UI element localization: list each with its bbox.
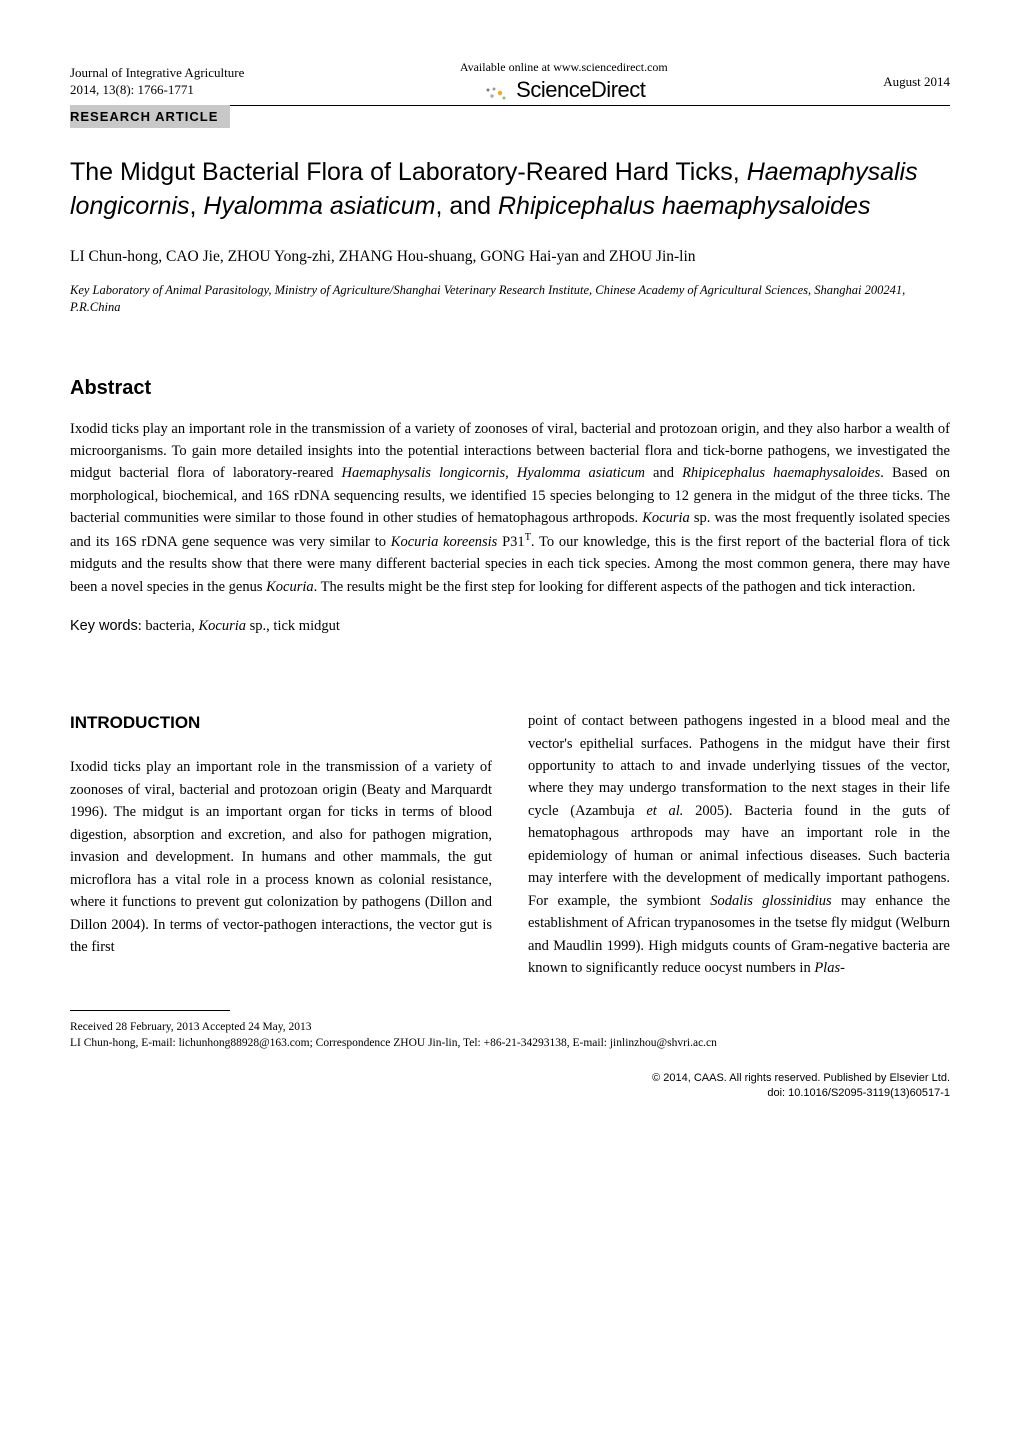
header-date: August 2014 — [883, 74, 950, 90]
copyright-block: © 2014, CAAS. All rights reserved. Publi… — [70, 1071, 950, 1101]
available-text: Available online at www.sciencedirect.co… — [244, 60, 883, 75]
intro-italic: et al. — [646, 803, 683, 819]
research-article-label: RESEARCH ARTICLE — [70, 105, 230, 128]
journal-name: Journal of Integrative Agriculture — [70, 65, 244, 82]
abstract-italic: Kocuria koreensis — [391, 534, 498, 550]
introduction-heading: INTRODUCTION — [70, 710, 492, 736]
keywords-label: Key words — [70, 618, 138, 634]
intro-paragraph-col1: Ixodid ticks play an important role in t… — [70, 756, 492, 958]
footnotes: Received 28 February, 2013 Accepted 24 M… — [70, 1019, 950, 1051]
abstract-text: P31 — [497, 534, 524, 550]
title-species: Hyalomma asiaticum — [203, 192, 435, 220]
title-part: , and — [435, 192, 498, 220]
abstract-italic: Haemaphysalis longicornis — [342, 465, 506, 481]
abstract-text: and — [645, 465, 682, 481]
journal-issue: 2014, 13(8): 1766-1771 — [70, 82, 244, 99]
keywords-text: bacteria, — [145, 618, 198, 634]
sciencedirect-text: ScienceDirect — [516, 77, 645, 102]
abstract-text: , — [505, 465, 517, 481]
journal-info: Journal of Integrative Agriculture 2014,… — [70, 65, 244, 99]
abstract-italic: Kocuria — [642, 510, 690, 526]
keywords-italic: Kocuria — [199, 618, 247, 634]
intro-italic: Plas- — [814, 960, 845, 976]
abstract-italic: Hyalomma asiaticum — [517, 465, 645, 481]
sciencedirect-block: Available online at www.sciencedirect.co… — [244, 60, 883, 103]
title-part: , — [190, 192, 204, 220]
affiliation: Key Laboratory of Animal Parasitology, M… — [70, 282, 950, 317]
abstract-italic: Kocuria — [266, 579, 314, 595]
correspondence-line: LI Chun-hong, E-mail: lichunhong88928@16… — [70, 1035, 950, 1051]
sciencedirect-icon — [482, 82, 512, 100]
copyright-line: © 2014, CAAS. All rights reserved. Publi… — [70, 1071, 950, 1086]
title-species: Rhipicephalus haemaphysaloides — [498, 192, 870, 220]
abstract-italic: Rhipicephalus haemaphysaloides — [682, 465, 880, 481]
title-part: The Midgut Bacterial Flora of Laboratory… — [70, 158, 747, 186]
sciencedirect-logo: ScienceDirect — [244, 77, 883, 103]
doi-line: doi: 10.1016/S2095-3119(13)60517-1 — [70, 1086, 950, 1101]
abstract-heading: Abstract — [70, 377, 950, 400]
keywords-text: sp., tick midgut — [246, 618, 340, 634]
abstract-text: . The results might be the first step fo… — [314, 579, 916, 595]
footnote-rule — [70, 1010, 230, 1011]
abstract-paragraph: Ixodid ticks play an important role in t… — [70, 418, 950, 599]
introduction-section: INTRODUCTION Ixodid ticks play an import… — [70, 710, 950, 980]
authors-line: LI Chun-hong, CAO Jie, ZHOU Yong-zhi, ZH… — [70, 248, 950, 266]
intro-paragraph-col2: point of contact between pathogens inges… — [528, 710, 950, 980]
intro-italic: Sodalis glossinidius — [710, 893, 831, 909]
keywords-line: Key words: bacteria, Kocuria sp., tick m… — [70, 618, 950, 635]
received-line: Received 28 February, 2013 Accepted 24 M… — [70, 1019, 950, 1035]
article-title: The Midgut Bacterial Flora of Laboratory… — [70, 156, 950, 224]
header-bar: Journal of Integrative Agriculture 2014,… — [70, 60, 950, 106]
